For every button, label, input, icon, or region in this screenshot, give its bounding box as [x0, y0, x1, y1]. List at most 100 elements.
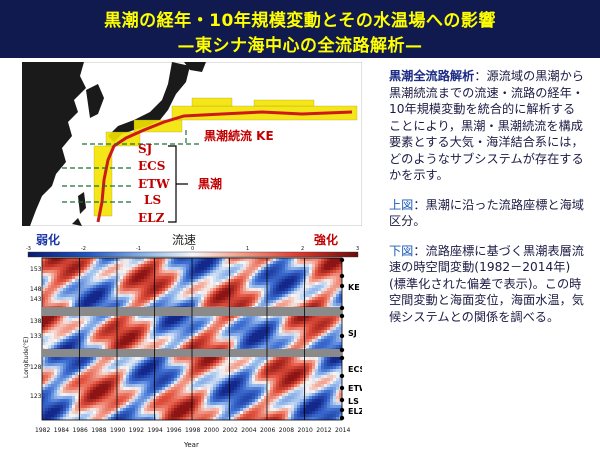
heatmap-cell: [57, 357, 61, 361]
heatmap-cell: [99, 324, 103, 328]
heatmap-cell: [45, 402, 49, 406]
heatmap-cell: [81, 318, 85, 322]
heatmap-cell: [42, 300, 46, 304]
heatmap-cell: [162, 393, 166, 397]
heatmap-cell: [135, 342, 139, 346]
heatmap-cell: [102, 402, 106, 406]
heatmap-cell: [159, 270, 163, 274]
heatmap-cell: [54, 270, 58, 274]
heatmap-cell: [174, 360, 178, 364]
heatmap-cell: [267, 276, 271, 280]
heatmap-cell: [63, 333, 67, 337]
heatmap-cell: [258, 291, 262, 295]
heatmap-cell: [270, 390, 274, 394]
heatmap-cell: [225, 405, 229, 409]
heatmap-cell: [330, 381, 334, 385]
heatmap-cell: [210, 303, 214, 307]
heatmap-cell: [207, 333, 211, 337]
heatmap-cell: [126, 402, 130, 406]
heatmap-cell: [309, 264, 313, 268]
heatmap-cell: [213, 366, 217, 370]
heatmap-cell: [240, 315, 244, 319]
heatmap-cell: [204, 357, 208, 361]
heatmap-cell: [219, 339, 223, 343]
heatmap-cell: [204, 258, 208, 262]
heatmap-cell: [120, 327, 124, 331]
heatmap-cell: [54, 384, 58, 388]
heatmap-cell: [336, 318, 340, 322]
heatmap-cell: [237, 258, 241, 262]
heatmap-cell: [249, 318, 253, 322]
heatmap-cell: [327, 291, 331, 295]
heatmap-cell: [291, 402, 295, 406]
heatmap-cell: [327, 336, 331, 340]
heatmap-cell: [171, 276, 175, 280]
heatmap-cell: [135, 258, 139, 262]
heatmap-cell: [204, 291, 208, 295]
heatmap-cell: [84, 303, 88, 307]
heatmap-cell: [189, 291, 193, 295]
heatmap-cell: [129, 387, 133, 391]
title-banner: 黒潮の経年・10年規模変動とその水温場への影響 —東シナ海中心の全流路解析—: [0, 0, 600, 58]
heatmap-cell: [138, 267, 142, 271]
heatmap-cell: [180, 360, 184, 364]
heatmap-cell: [69, 402, 73, 406]
heatmap-cell: [63, 282, 67, 286]
heatmap-cell: [321, 339, 325, 343]
heatmap-cell: [237, 357, 241, 361]
heatmap-cell: [210, 342, 214, 346]
heatmap-cell: [273, 381, 277, 385]
heatmap-cell: [327, 387, 331, 391]
heatmap-cell: [135, 279, 139, 283]
heatmap-cell: [87, 288, 91, 292]
heatmap-cell: [204, 375, 208, 379]
heatmap-cell: [321, 303, 325, 307]
heatmap-cell: [177, 339, 181, 343]
heatmap-cell: [207, 336, 211, 340]
heatmap-cell: [192, 273, 196, 277]
heatmap-cell: [252, 291, 256, 295]
heatmap-cell: [288, 387, 292, 391]
heatmap-cell: [183, 294, 187, 298]
heatmap-cell: [213, 300, 217, 304]
heatmap-cell: [60, 336, 64, 340]
heatmap-cell: [306, 360, 310, 364]
heatmap-cell: [231, 330, 235, 334]
heatmap-cell: [51, 360, 55, 364]
heatmap-cell: [165, 375, 169, 379]
heatmap-cell: [219, 387, 223, 391]
heatmap-cell: [339, 372, 342, 376]
heatmap-cell: [69, 327, 73, 331]
heatmap-cell: [264, 294, 268, 298]
heatmap-cell: [294, 366, 298, 370]
heatmap-cell: [138, 324, 142, 328]
heatmap-cell: [144, 399, 148, 403]
heatmap-cell: [135, 270, 139, 274]
heatmap-cell: [84, 330, 88, 334]
heatmap-cell: [201, 402, 205, 406]
heatmap-cell: [204, 315, 208, 319]
heatmap-cell: [246, 261, 250, 265]
heatmap-cell: [189, 285, 193, 289]
heatmap-cell: [186, 324, 190, 328]
heatmap-cell: [156, 330, 160, 334]
heatmap-cell: [216, 372, 220, 376]
heatmap-cell: [264, 366, 268, 370]
heatmap-cell: [63, 393, 67, 397]
heatmap-cell: [189, 300, 193, 304]
heatmap-cell: [240, 339, 244, 343]
heatmap-cell: [237, 279, 241, 283]
heatmap-cell: [90, 264, 94, 268]
heatmap-cell: [174, 330, 178, 334]
heatmap-cell: [264, 321, 268, 325]
heatmap-cell: [201, 384, 205, 388]
japan-shape: [108, 62, 190, 142]
heatmap-cell: [48, 303, 52, 307]
heatmap-cell: [90, 261, 94, 265]
heatmap-cell: [255, 261, 259, 265]
heatmap-cell: [282, 363, 286, 367]
heatmap-cell: [315, 387, 319, 391]
heatmap-cell: [189, 270, 193, 274]
heatmap-cell: [315, 393, 319, 397]
heatmap-cell: [240, 321, 244, 325]
